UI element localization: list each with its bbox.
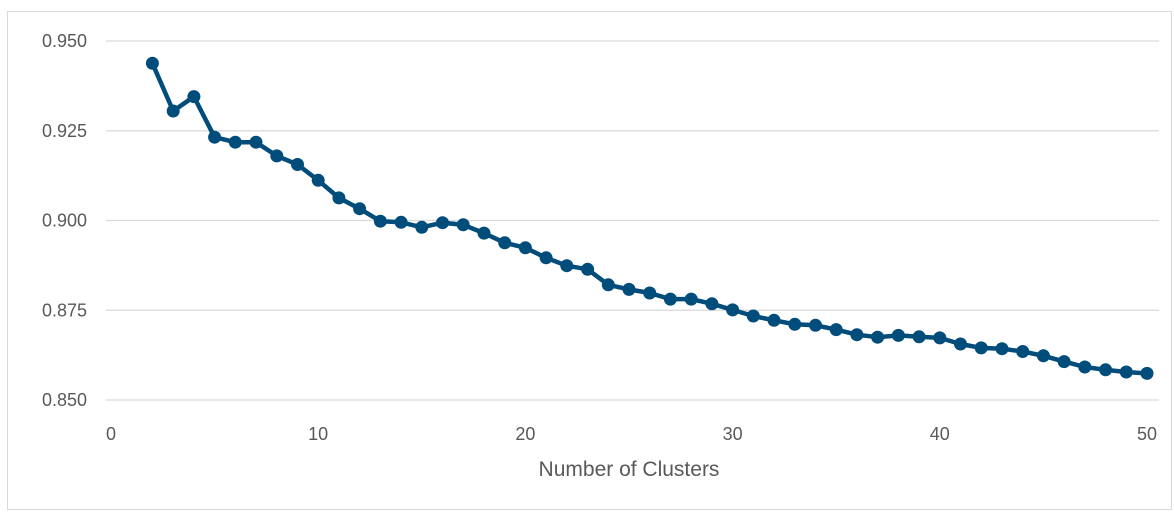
y-tick-label: 0.925 [42, 121, 87, 141]
x-tick-label: 30 [723, 424, 743, 444]
data-point-46 [1058, 355, 1071, 368]
y-tick-label: 0.900 [42, 211, 87, 231]
x-tick-label: 50 [1137, 424, 1157, 444]
data-point-24 [602, 278, 615, 291]
data-point-14 [395, 216, 408, 229]
data-point-34 [809, 319, 822, 332]
data-point-17 [457, 218, 470, 231]
data-point-20 [519, 241, 532, 254]
data-point-16 [436, 216, 449, 229]
data-point-49 [1120, 366, 1133, 379]
data-point-44 [1016, 345, 1029, 358]
data-point-18 [478, 227, 491, 240]
y-tick-label: 0.875 [42, 300, 87, 320]
data-point-33 [788, 318, 801, 331]
data-point-41 [954, 338, 967, 351]
data-point-43 [996, 342, 1009, 355]
tick-labels: 0.850 0.875 0.900 0.925 0.950 0 10 20 30 40 50 [42, 31, 1157, 444]
data-point-12 [353, 202, 366, 215]
x-tick-label: 40 [930, 424, 950, 444]
data-point-37 [871, 331, 884, 344]
data-point-30 [726, 303, 739, 316]
data-point-8 [270, 149, 283, 162]
x-axis-title: Number of Clusters [539, 458, 720, 481]
data-point-25 [623, 283, 636, 296]
data-point-32 [768, 314, 781, 327]
data-point-19 [498, 236, 511, 249]
y-tick-label: 0.950 [42, 31, 87, 51]
data-point-42 [975, 341, 988, 354]
data-point-13 [374, 215, 387, 228]
data-point-27 [664, 293, 677, 306]
data-point-35 [830, 323, 843, 336]
data-point-48 [1099, 363, 1112, 376]
data-point-11 [332, 191, 345, 204]
data-point-45 [1037, 349, 1050, 362]
data-point-21 [540, 251, 553, 264]
data-point-15 [415, 221, 428, 234]
data-point-23 [581, 263, 594, 276]
data-point-38 [892, 329, 905, 342]
series-line [152, 63, 1147, 373]
data-point-28 [685, 293, 698, 306]
data-point-50 [1141, 367, 1154, 380]
data-point-22 [560, 259, 573, 272]
data-point-4 [187, 90, 200, 103]
data-point-3 [167, 105, 180, 118]
data-point-2 [146, 57, 159, 70]
x-tick-label: 10 [308, 424, 328, 444]
data-point-36 [850, 328, 863, 341]
data-point-47 [1078, 361, 1091, 374]
data-point-5 [208, 131, 221, 144]
data-point-7 [250, 136, 263, 149]
data-point-31 [747, 310, 760, 323]
data-point-40 [933, 331, 946, 344]
y-tick-label: 0.850 [42, 390, 87, 410]
data-point-39 [913, 330, 926, 343]
data-point-6 [229, 136, 242, 149]
x-tick-label: 20 [515, 424, 535, 444]
series-group [146, 57, 1154, 380]
x-tick-label: 0 [106, 424, 116, 444]
data-point-29 [705, 297, 718, 310]
data-point-10 [312, 174, 325, 187]
data-point-9 [291, 158, 304, 171]
data-point-26 [643, 287, 656, 300]
